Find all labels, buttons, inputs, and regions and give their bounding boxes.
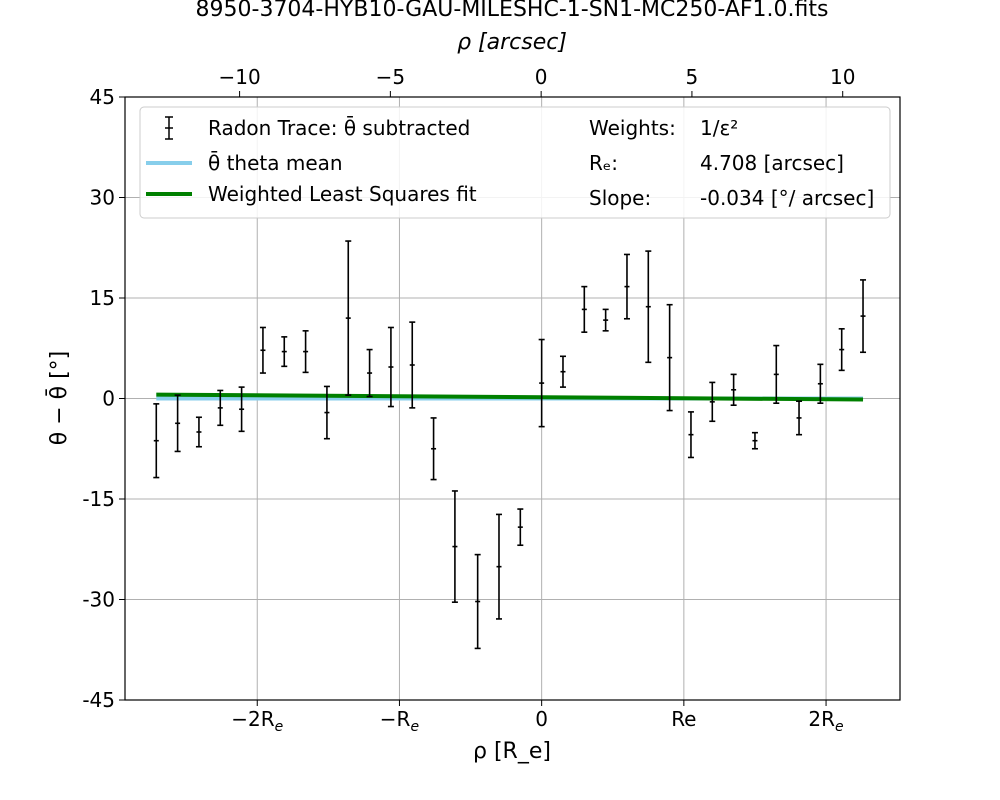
plot-frame — [124, 96, 901, 701]
x-tick-label: −2Re — [231, 707, 283, 735]
legend-box — [139, 106, 891, 219]
y-axis-ticks: 45 30 15 0 -15 -30 -45 — [82, 85, 125, 712]
legend-label-fit: Weighted Least Squares fit — [208, 182, 477, 206]
top-axis-label: ρ [arcsec] — [457, 30, 567, 55]
x-tick-label: Re — [671, 707, 696, 731]
y-tick-label: -15 — [82, 487, 115, 511]
x-axis-ticks: −2Re −Re 0 Re 2Re — [231, 700, 844, 735]
top-tick-label: −5 — [376, 65, 405, 89]
y-tick-label: 45 — [90, 85, 115, 109]
top-tick-label: 10 — [830, 65, 855, 89]
x-axis-label: ρ [R_e] — [473, 739, 551, 764]
y-tick-label: -45 — [82, 688, 115, 712]
legend-weights-key: Weights: — [589, 116, 676, 140]
fit-lines — [156, 392, 864, 402]
x-tick-label: 2Re — [808, 707, 843, 735]
series-line — [156, 392, 864, 402]
y-tick-label: -30 — [82, 588, 115, 612]
top-tick-label: 5 — [686, 65, 699, 89]
top-tick-label: −10 — [218, 65, 260, 89]
legend-slope-key: Slope: — [589, 186, 651, 210]
legend-slope-value: -0.034 [°/ arcsec] — [700, 186, 874, 210]
legend-label-mean: θ̄ theta mean — [208, 150, 343, 175]
y-axis-label: θ − θ̄ [°] — [46, 351, 72, 446]
y-tick-label: 15 — [90, 286, 115, 310]
top-axis-ticks: −10 −5 0 5 10 — [218, 65, 855, 97]
data-points — [153, 240, 867, 650]
legend-label-radon: Radon Trace: θ̄ subtracted — [208, 115, 470, 140]
legend-re-value: 4.708 [arcsec] — [700, 151, 844, 175]
chart-title: 8950-3704-HYB10-GAU-MILESHC-1-SN1-MC250-… — [196, 0, 829, 22]
legend: Radon Trace: θ̄ subtracted θ̄ theta mean… — [139, 106, 891, 219]
legend-re-key: Rₑ: — [589, 151, 618, 175]
y-tick-label: 0 — [102, 387, 115, 411]
top-tick-label: 0 — [535, 65, 548, 89]
y-tick-label: 30 — [90, 186, 115, 210]
legend-weights-value: 1/ε² — [700, 116, 738, 140]
x-tick-label: −Re — [380, 707, 419, 735]
x-tick-label: 0 — [535, 707, 548, 731]
